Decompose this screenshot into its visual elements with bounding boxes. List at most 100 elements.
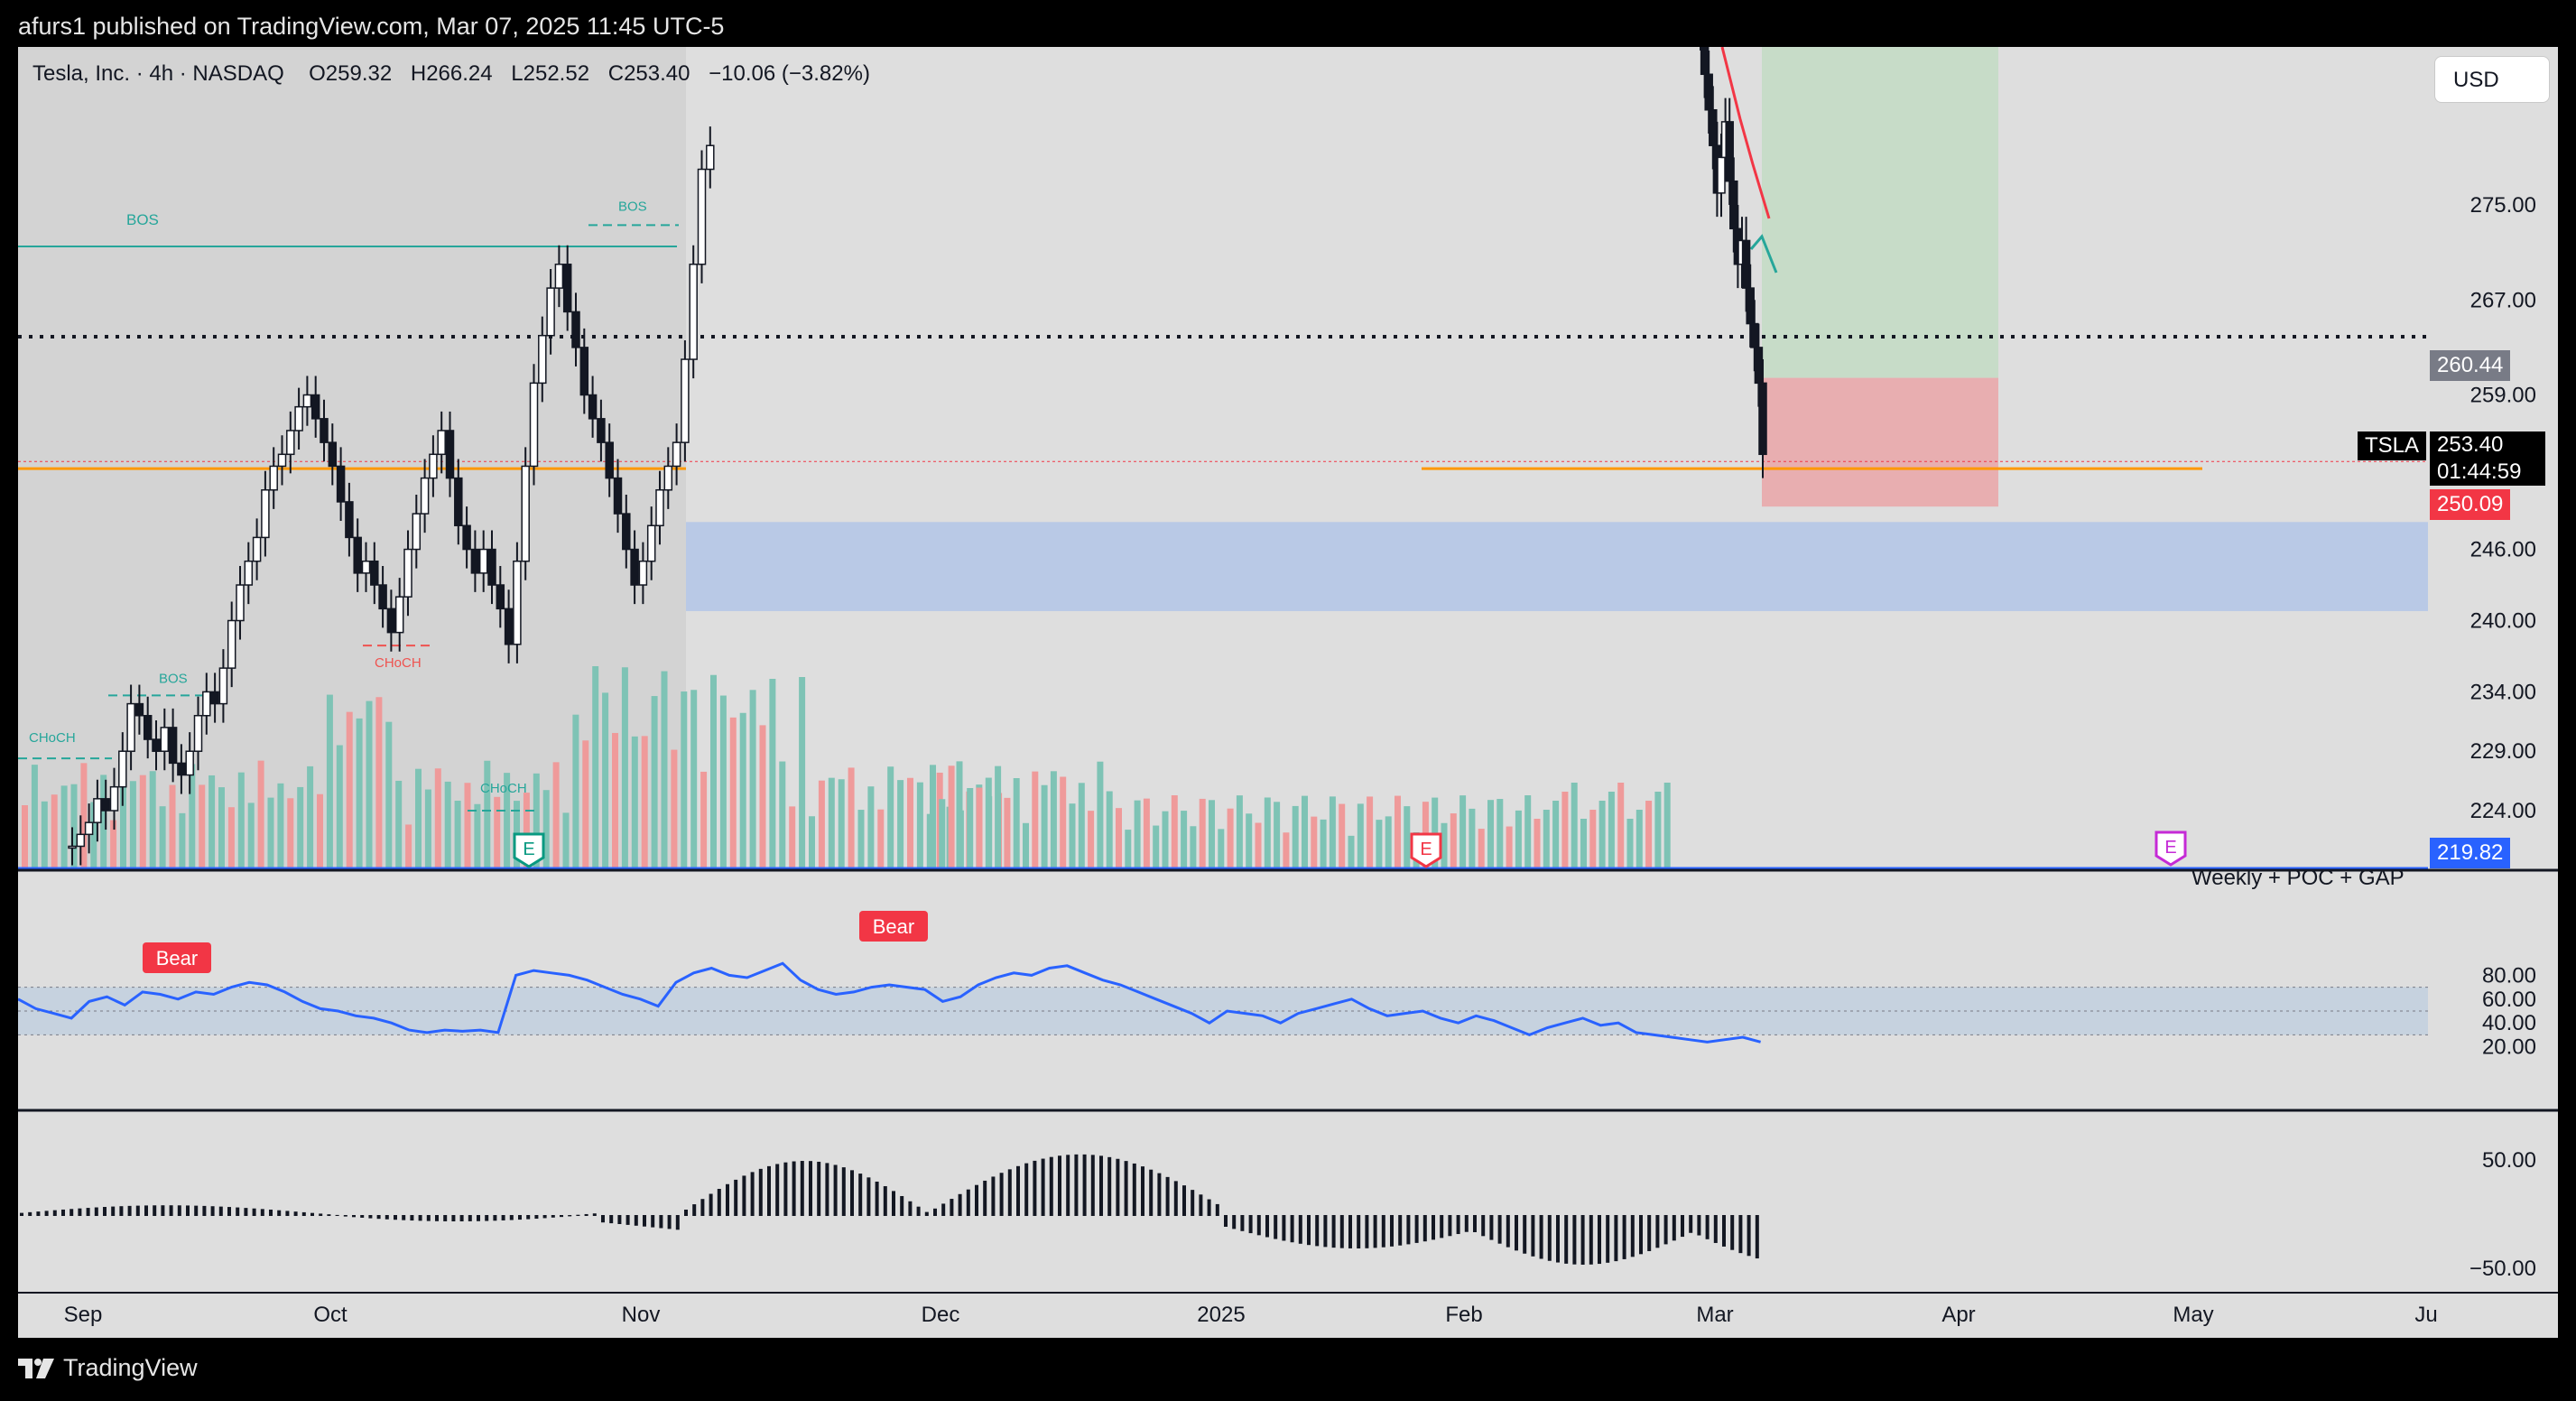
volume-bar <box>385 721 393 868</box>
volume-bar <box>641 736 648 868</box>
macd-bar <box>1672 1215 1676 1241</box>
macd-bar <box>883 1186 887 1216</box>
volume-bar <box>681 691 688 868</box>
bear-label-text: Bear <box>873 915 914 938</box>
volume-bar <box>1292 805 1299 868</box>
macd-bar <box>1515 1215 1518 1251</box>
macd-bar <box>775 1164 780 1216</box>
macd-bar <box>1323 1215 1328 1248</box>
macd-bar <box>319 1213 323 1216</box>
macd-bar <box>684 1210 688 1216</box>
volume-bar <box>769 679 776 868</box>
macd-bar <box>1523 1215 1527 1254</box>
macd-bar <box>1224 1215 1228 1227</box>
volume-bar <box>1339 803 1346 868</box>
volume-bar <box>621 667 628 868</box>
volume-bar <box>366 700 373 868</box>
macd-bar <box>634 1215 638 1226</box>
currency-button[interactable]: USD <box>2434 56 2550 103</box>
volume-bar <box>1013 778 1020 868</box>
volume-bar <box>287 798 294 868</box>
price-candle <box>126 702 135 752</box>
price-candle <box>277 453 287 468</box>
price-candle <box>1746 287 1755 325</box>
price-candle <box>93 798 102 823</box>
change-value: −10.06 (−3.82%) <box>709 61 870 86</box>
price-candle <box>504 608 514 645</box>
macd-bar <box>1531 1215 1535 1257</box>
macd-bar <box>402 1215 406 1220</box>
volume-bar <box>1524 795 1532 868</box>
price-candle <box>638 560 648 586</box>
volume-bar <box>336 745 343 868</box>
volume-bar <box>179 812 186 868</box>
price-candle <box>622 513 631 551</box>
price-candle <box>168 727 178 765</box>
earnings-icon: E <box>1410 832 1442 868</box>
volume-bar <box>1023 822 1029 868</box>
price-candle <box>521 465 530 562</box>
price-axis-label: 275.00 <box>2470 193 2536 218</box>
macd-bar <box>218 1206 223 1216</box>
price-candle <box>706 144 715 171</box>
macd-bar <box>1182 1185 1186 1216</box>
volume-bar <box>110 820 117 868</box>
macd-bar <box>36 1211 41 1216</box>
volume-bar <box>799 677 806 868</box>
macd-bar <box>1365 1215 1369 1248</box>
macd-bar <box>468 1215 472 1221</box>
volume-bar <box>51 794 58 868</box>
macd-bar <box>210 1206 215 1216</box>
volume-bar <box>1654 792 1662 868</box>
volume-bar <box>199 784 206 868</box>
price-candle <box>487 548 496 586</box>
low-label: L <box>511 61 524 86</box>
volume-bar <box>1088 811 1095 868</box>
macd-bar <box>875 1181 879 1216</box>
macd-bar <box>1290 1215 1294 1243</box>
macd-bar <box>1107 1156 1112 1216</box>
choch-label: CHoCH <box>480 781 527 796</box>
macd-bar <box>394 1215 397 1220</box>
price-axis-label: 229.00 <box>2470 739 2536 764</box>
price-candle <box>412 513 422 551</box>
macd-bar <box>69 1209 74 1216</box>
volume-bar <box>1171 795 1178 868</box>
price-candle <box>1754 347 1764 385</box>
macd-bar <box>343 1215 347 1217</box>
price-candle <box>370 560 379 586</box>
volume-bar <box>1078 783 1085 868</box>
macd-bar <box>809 1161 812 1216</box>
tradingview-brand[interactable]: TradingView <box>18 1354 198 1382</box>
macd-bar <box>1506 1215 1510 1248</box>
chart-container[interactable]: BOS BOS CHoCH BOS CHoCH CHoCH Weekly + POC + G… <box>18 47 2558 1338</box>
price-candle <box>571 311 580 348</box>
macd-bar <box>792 1161 796 1216</box>
price-candle <box>663 465 673 491</box>
macd-bar <box>1173 1181 1178 1216</box>
macd-bar <box>1024 1163 1029 1216</box>
volume-bar <box>1227 808 1234 868</box>
volume-bar <box>671 749 678 868</box>
price-candle <box>84 821 94 836</box>
macd-bar <box>584 1213 588 1216</box>
price-candle <box>353 536 362 574</box>
macd-bar <box>1248 1215 1253 1234</box>
macd-bar <box>236 1207 240 1216</box>
ticker-label: TSLA <box>2358 431 2427 460</box>
volume-bar <box>1050 771 1057 868</box>
volume-bar <box>1004 797 1011 868</box>
volume-bar <box>1441 822 1448 868</box>
price-candle <box>193 714 203 752</box>
open-value: 259.32 <box>325 61 393 86</box>
volume-bar <box>1190 826 1197 868</box>
volume-bar <box>1264 797 1271 868</box>
price-candle <box>470 548 480 574</box>
volume-bar <box>405 824 412 868</box>
volume-bar <box>759 725 766 868</box>
volume-bar <box>70 784 78 868</box>
macd-bar <box>941 1203 946 1216</box>
volume-bar <box>985 777 992 868</box>
time-axis-label: Mar <box>1696 1303 1733 1327</box>
